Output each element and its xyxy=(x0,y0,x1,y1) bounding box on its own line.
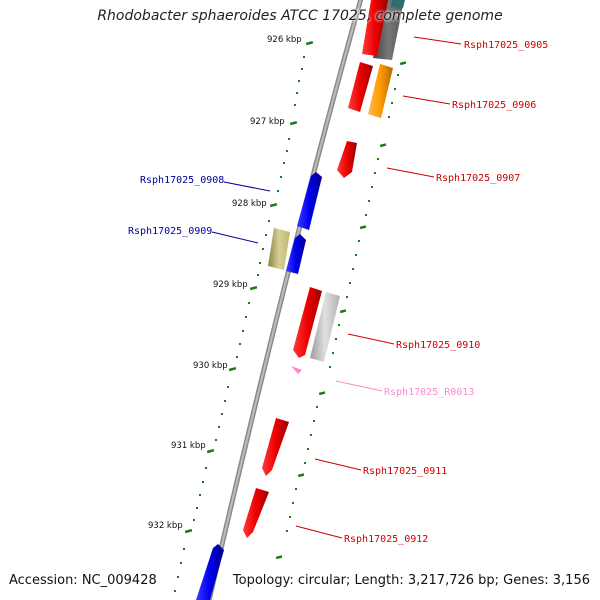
tick-label-928: 928 kbp xyxy=(232,199,267,209)
genome-backbone-highlight xyxy=(208,0,362,600)
leader-lines xyxy=(211,36,462,539)
gene-rsph17025-r0013[interactable] xyxy=(291,366,302,374)
gene-rsph17025-0911[interactable] xyxy=(262,418,289,476)
tick-label-930: 930 kbp xyxy=(193,361,228,371)
gene-bottom-blue xyxy=(196,544,224,600)
gene-label-0907[interactable]: Rsph17025_0907 xyxy=(436,173,520,184)
gene-rsph17025-0908[interactable] xyxy=(297,172,322,230)
map-title: Rhodobacter sphaeroides ATCC 17025, comp… xyxy=(97,8,503,24)
genome-summary-text: Topology: circular; Length: 3,217,726 bp… xyxy=(232,573,590,588)
gene-label-0909[interactable]: Rsph17025_0909 xyxy=(128,226,212,237)
gene-rsph17025-0912[interactable] xyxy=(243,488,269,538)
inner-tick-marks xyxy=(174,40,314,592)
tick-label-929: 929 kbp xyxy=(213,280,248,290)
gene-label-r0013[interactable]: Rsph17025_R0013 xyxy=(384,387,474,398)
gene-rsph17025-0910-highlight xyxy=(310,292,340,362)
gene-label-0910[interactable]: Rsph17025_0910 xyxy=(396,340,480,351)
gene-label-0905[interactable]: Rsph17025_0905 xyxy=(464,40,548,51)
gene-rsph17025-0906[interactable] xyxy=(348,62,373,112)
gene-rsph17025-0909-highlight xyxy=(268,228,290,270)
gene-top-teal xyxy=(391,0,405,8)
gene-rsph17025-0910[interactable] xyxy=(293,287,322,358)
tick-label-931: 931 kbp xyxy=(171,441,206,451)
gene-label-0912[interactable]: Rsph17025_0912 xyxy=(344,534,428,545)
gene-rsph17025-0907[interactable] xyxy=(337,141,357,178)
gene-rsph17025-0906-highlight xyxy=(368,64,393,118)
accession-text: Accession: NC_009428 xyxy=(9,573,157,588)
tick-label-927: 927 kbp xyxy=(250,117,285,127)
gene-label-0906[interactable]: Rsph17025_0906 xyxy=(452,100,536,111)
outer-tick-marks xyxy=(275,61,407,560)
gene-label-0911[interactable]: Rsph17025_0911 xyxy=(363,466,447,477)
gene-rsph17025-0909[interactable] xyxy=(286,234,306,274)
tick-label-932: 932 kbp xyxy=(148,521,183,531)
gene-rsph17025-0905[interactable] xyxy=(362,0,388,56)
tick-label-926: 926 kbp xyxy=(267,35,302,45)
gene-label-0908[interactable]: Rsph17025_0908 xyxy=(140,175,224,186)
